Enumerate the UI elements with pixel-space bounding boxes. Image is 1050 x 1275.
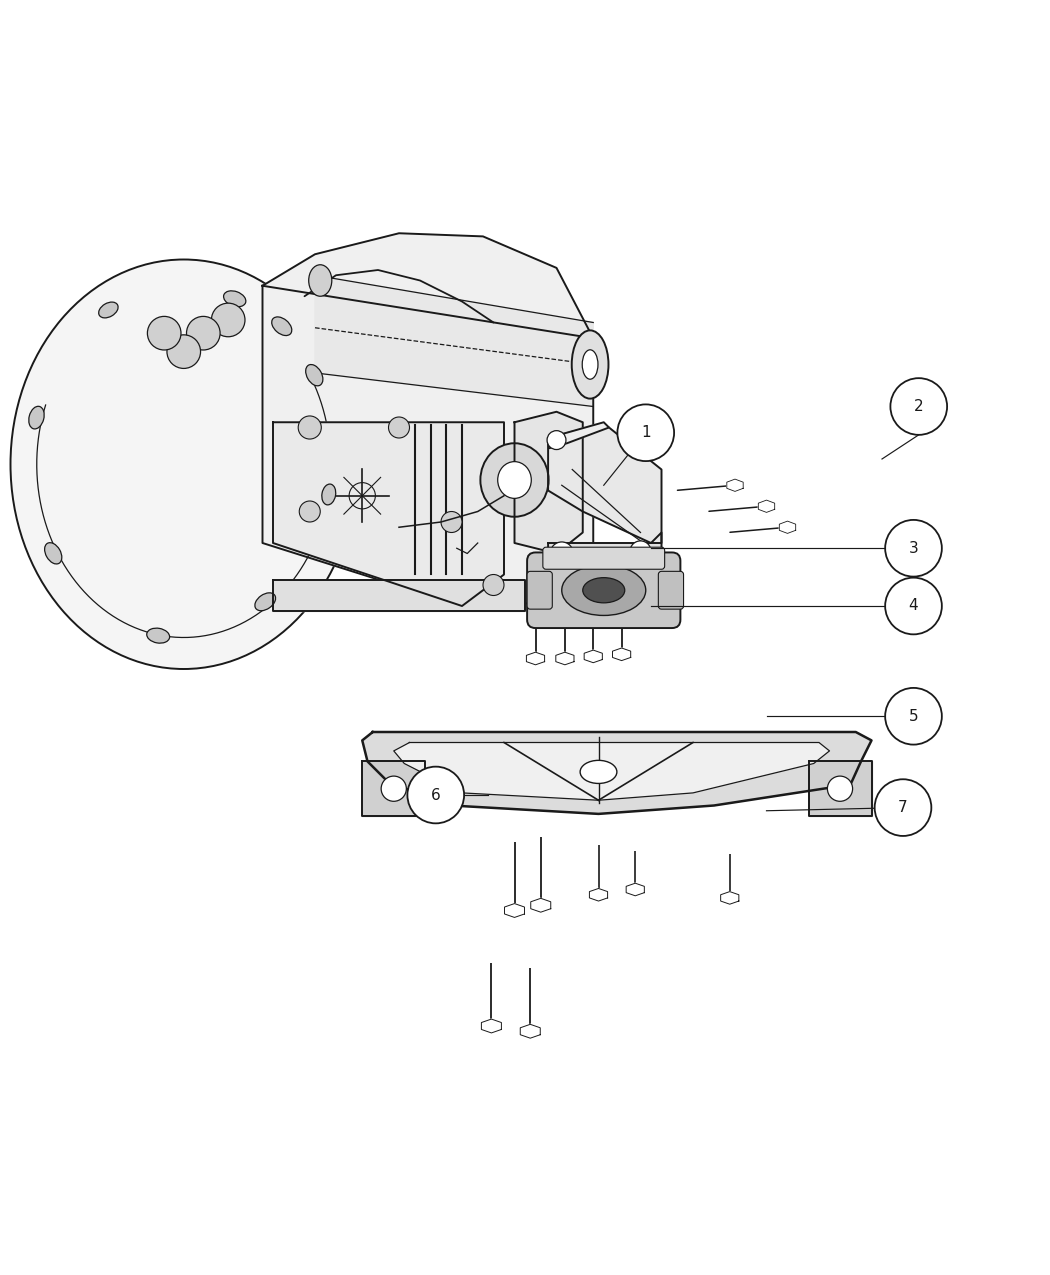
Circle shape — [381, 776, 406, 801]
Circle shape — [547, 431, 566, 450]
Ellipse shape — [481, 444, 548, 516]
Circle shape — [388, 417, 410, 439]
Circle shape — [407, 766, 464, 824]
Polygon shape — [262, 233, 593, 338]
Polygon shape — [589, 889, 608, 901]
Circle shape — [630, 541, 651, 562]
Ellipse shape — [147, 629, 170, 643]
Circle shape — [441, 511, 462, 533]
Polygon shape — [481, 1019, 502, 1033]
Circle shape — [299, 501, 320, 521]
Text: 7: 7 — [898, 801, 908, 815]
Ellipse shape — [580, 760, 617, 783]
Circle shape — [875, 779, 931, 836]
Text: 3: 3 — [908, 541, 919, 556]
FancyBboxPatch shape — [543, 547, 665, 569]
Ellipse shape — [583, 578, 625, 603]
Polygon shape — [262, 286, 593, 606]
Polygon shape — [514, 412, 583, 553]
Polygon shape — [394, 742, 830, 801]
Circle shape — [885, 688, 942, 745]
Circle shape — [187, 316, 220, 349]
Ellipse shape — [309, 265, 332, 296]
Text: 6: 6 — [430, 788, 441, 802]
Ellipse shape — [272, 317, 292, 335]
Polygon shape — [584, 650, 603, 663]
Polygon shape — [273, 580, 525, 611]
Circle shape — [885, 578, 942, 635]
Polygon shape — [758, 500, 775, 513]
Circle shape — [211, 303, 245, 337]
Circle shape — [147, 316, 181, 349]
Ellipse shape — [562, 565, 646, 616]
FancyBboxPatch shape — [527, 552, 680, 629]
Ellipse shape — [28, 407, 44, 428]
Circle shape — [167, 335, 201, 368]
Polygon shape — [548, 427, 662, 543]
Circle shape — [483, 575, 504, 595]
Circle shape — [885, 520, 942, 576]
Ellipse shape — [99, 302, 118, 317]
Polygon shape — [504, 904, 525, 918]
Text: 2: 2 — [914, 399, 924, 414]
Ellipse shape — [571, 330, 609, 399]
Ellipse shape — [224, 291, 246, 307]
Polygon shape — [526, 653, 545, 664]
Polygon shape — [612, 648, 631, 660]
Polygon shape — [626, 884, 645, 896]
Polygon shape — [362, 732, 872, 813]
Ellipse shape — [498, 462, 531, 499]
Circle shape — [617, 404, 674, 462]
Polygon shape — [727, 479, 743, 491]
Ellipse shape — [255, 593, 275, 611]
Ellipse shape — [306, 365, 323, 386]
Polygon shape — [808, 761, 871, 816]
Circle shape — [890, 379, 947, 435]
Ellipse shape — [321, 484, 336, 505]
Text: 5: 5 — [908, 709, 919, 724]
Text: 1: 1 — [640, 426, 651, 440]
Polygon shape — [548, 533, 662, 564]
FancyBboxPatch shape — [527, 571, 552, 609]
Polygon shape — [720, 891, 739, 904]
Polygon shape — [779, 521, 796, 533]
Polygon shape — [315, 275, 593, 407]
Circle shape — [827, 776, 853, 801]
Polygon shape — [362, 761, 425, 816]
Polygon shape — [530, 899, 551, 912]
Circle shape — [298, 416, 321, 439]
Ellipse shape — [10, 260, 357, 669]
Ellipse shape — [582, 349, 598, 379]
Polygon shape — [548, 422, 609, 449]
FancyBboxPatch shape — [658, 571, 684, 609]
Text: 4: 4 — [908, 598, 919, 613]
Polygon shape — [273, 422, 504, 606]
Polygon shape — [555, 653, 574, 664]
Polygon shape — [520, 1024, 541, 1038]
Ellipse shape — [44, 543, 62, 564]
Circle shape — [550, 542, 573, 565]
